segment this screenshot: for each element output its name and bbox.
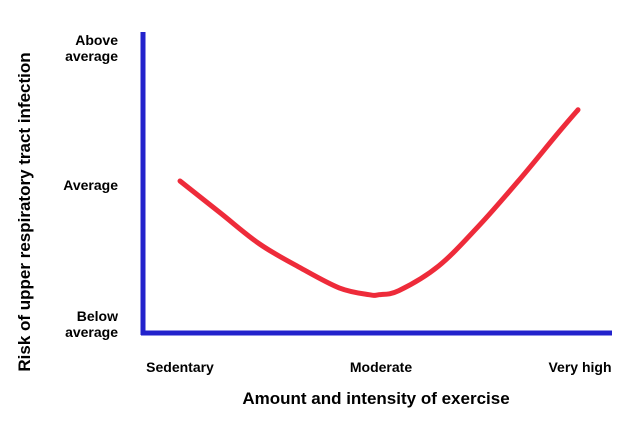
y-tick-label: Average xyxy=(63,177,118,193)
y-tick-label: Below average xyxy=(65,308,118,340)
x-tick-label: Very high xyxy=(548,359,611,375)
axes xyxy=(140,32,612,336)
x-tick-label: Moderate xyxy=(350,359,412,375)
y-tick-label: Above average xyxy=(65,32,118,64)
series-line xyxy=(177,107,581,298)
x-axis-title: Amount and intensity of exercise xyxy=(242,389,509,408)
series-group xyxy=(177,107,581,298)
y-tick-labels: Above average Average Below average xyxy=(63,32,118,340)
x-tick-labels: Sedentary Moderate Very high xyxy=(146,359,611,375)
x-tick-label: Sedentary xyxy=(146,359,214,375)
y-axis-title: Risk of upper respiratory tract infectio… xyxy=(15,52,34,371)
